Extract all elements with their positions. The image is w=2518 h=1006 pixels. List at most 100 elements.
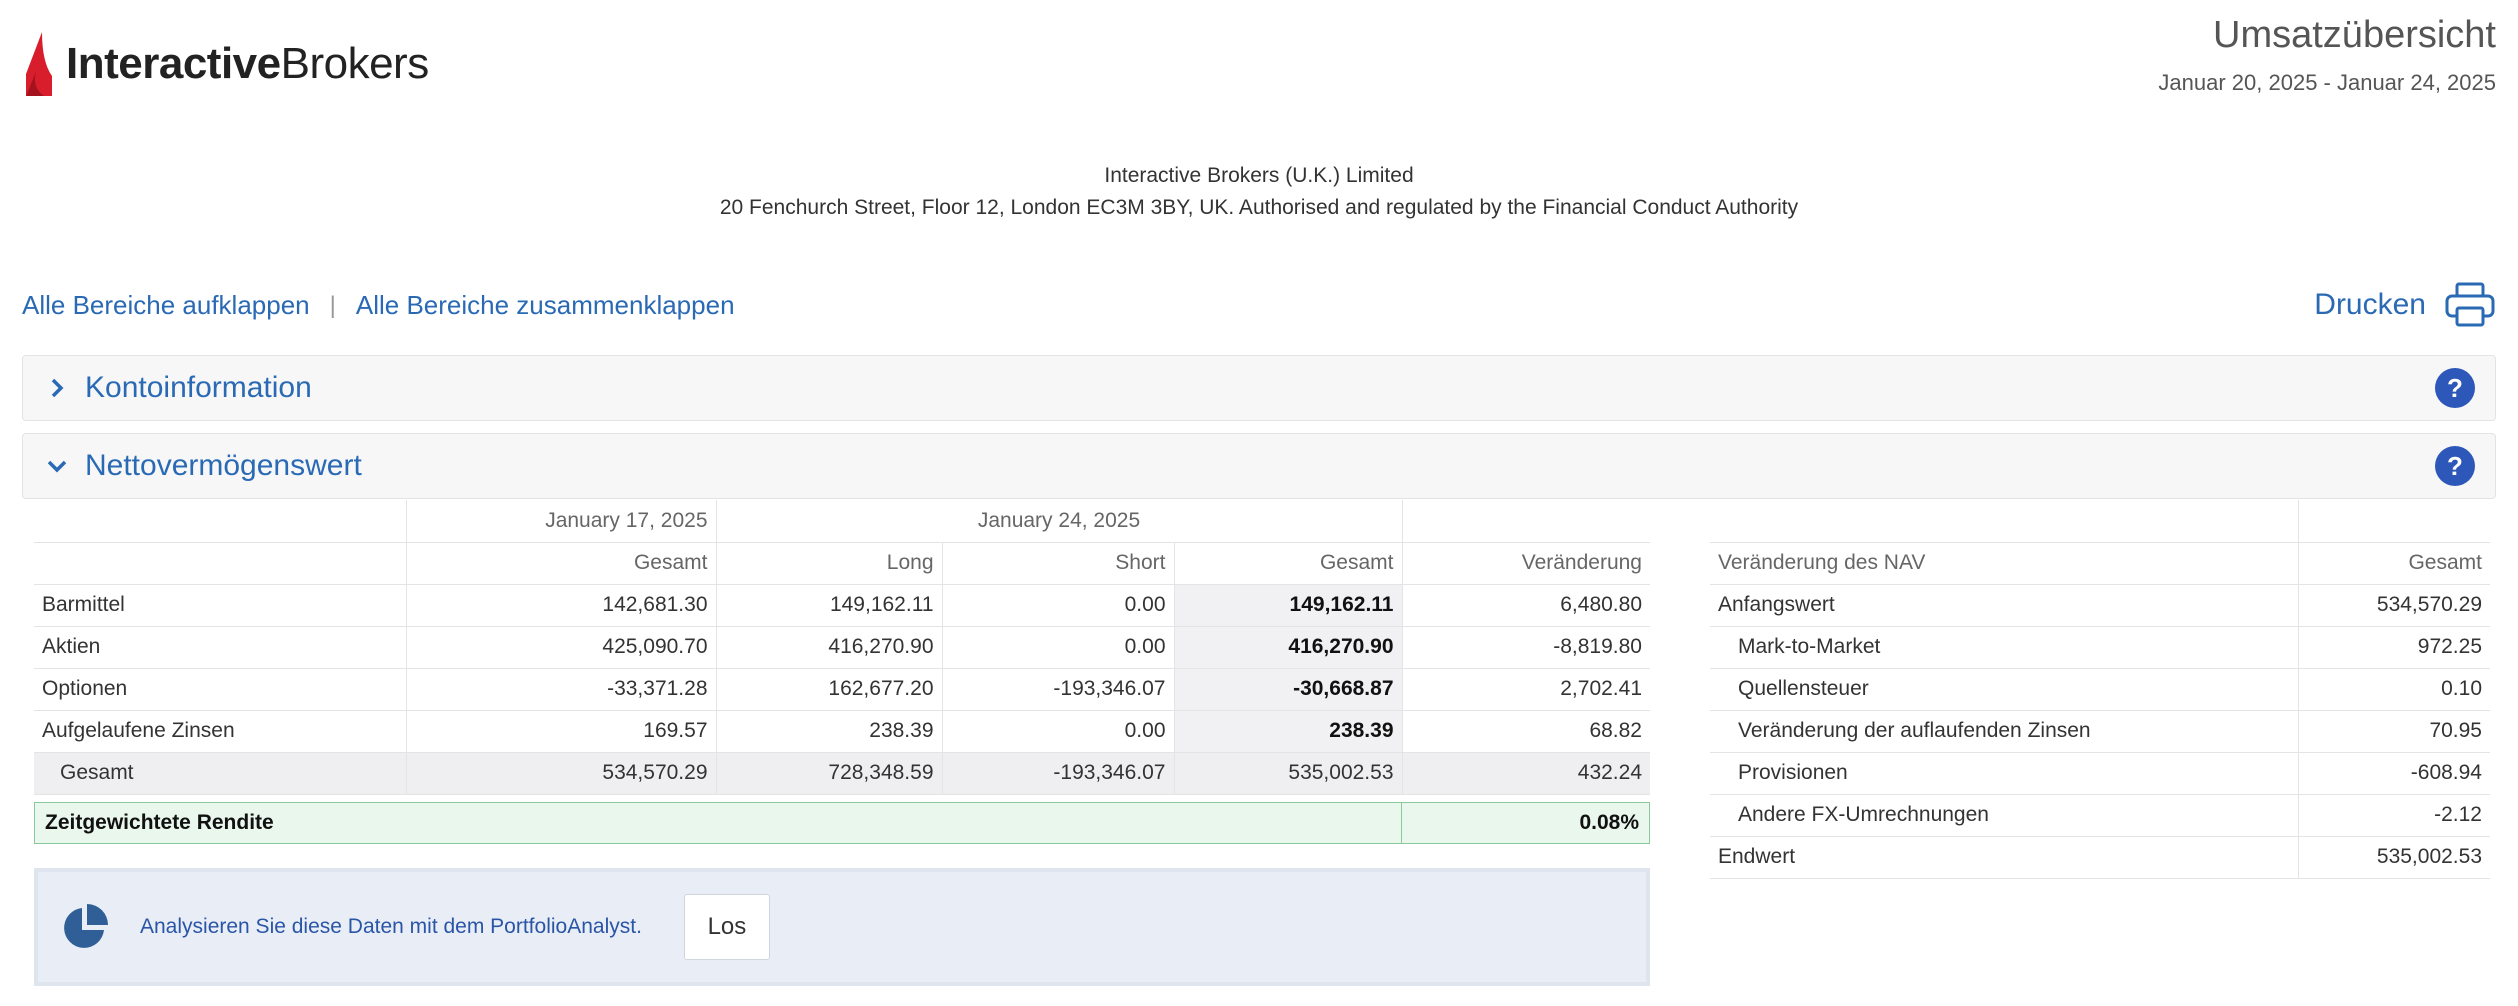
- table-row: Aufgelaufene Zinsen 169.57 238.39 0.00 2…: [34, 710, 1650, 753]
- table-row: Optionen -33,371.28 162,677.20 -193,346.…: [34, 668, 1650, 711]
- cell-long: 728,348.59: [715, 752, 942, 795]
- row-label: Provisionen: [1710, 752, 2298, 795]
- cell-short: -193,346.07: [941, 668, 1174, 711]
- column-header-prev-total: Gesamt: [405, 542, 716, 585]
- help-icon[interactable]: ?: [2435, 446, 2475, 486]
- cell-change: 2,702.41: [1401, 668, 1650, 711]
- cell-long: 238.39: [715, 710, 942, 753]
- flame-logo-icon: [26, 32, 52, 96]
- cell-long: 149,162.11: [715, 584, 942, 627]
- cell-prev-total: 142,681.30: [405, 584, 716, 627]
- nav-table: January 17, 2025 January 24, 2025 Gesamt…: [34, 500, 1650, 795]
- statement-title: Umsatzübersicht: [2213, 14, 2496, 56]
- row-label: Mark-to-Market: [1710, 626, 2298, 669]
- help-icon[interactable]: ?: [2435, 368, 2475, 408]
- cell-short: 0.00: [941, 626, 1174, 669]
- cell-change: 68.82: [1401, 710, 1650, 753]
- link-separator: |: [329, 291, 336, 319]
- table-row: Provisionen -608.94: [1710, 752, 2490, 795]
- print-button[interactable]: Drucken: [2314, 282, 2496, 328]
- twr-value: 0.08%: [1401, 803, 1649, 843]
- cell-total: -30,668.87: [1173, 668, 1402, 711]
- row-label: Andere FX-Umrechnungen: [1710, 794, 2298, 837]
- table-group-header-row: January 17, 2025 January 24, 2025: [34, 500, 1650, 543]
- section-account-information[interactable]: Kontoinformation ?: [22, 355, 2496, 421]
- go-button[interactable]: Los: [683, 894, 770, 960]
- cell-short: 0.00: [941, 710, 1174, 753]
- section-title[interactable]: Kontoinformation: [85, 371, 312, 404]
- row-label: Anfangswert: [1710, 584, 2298, 627]
- twr-label: Zeitgewichtete Rendite: [45, 811, 274, 834]
- row-label: Veränderung der auflaufenden Zinsen: [1710, 710, 2298, 753]
- group-header-prev-date: January 17, 2025: [405, 500, 716, 543]
- statement-date-range: Januar 20, 2025 - Januar 24, 2025: [2158, 70, 2496, 95]
- cell-value: 534,570.29: [2297, 584, 2490, 627]
- table-total-row: Gesamt 534,570.29 728,348.59 -193,346.07…: [34, 752, 1650, 795]
- cell-value: 70.95: [2297, 710, 2490, 753]
- print-label[interactable]: Drucken: [2314, 288, 2426, 321]
- time-weighted-return-row: Zeitgewichtete Rendite 0.08%: [34, 802, 1650, 844]
- printer-icon[interactable]: [2444, 282, 2496, 328]
- expand-all-link[interactable]: Alle Bereiche aufklappen: [22, 290, 310, 320]
- collapse-all-link[interactable]: Alle Bereiche zusammenklappen: [355, 290, 735, 320]
- table-row: Quellensteuer 0.10: [1710, 668, 2490, 711]
- cell-change: -8,819.80: [1401, 626, 1650, 669]
- brand-logo: InteractiveBrokers: [22, 24, 429, 104]
- cell-prev-total: -33,371.28: [405, 668, 716, 711]
- section-net-asset-value[interactable]: Nettovermögenswert ?: [22, 433, 2496, 499]
- cell-change: 6,480.80: [1401, 584, 1650, 627]
- row-label: Aufgelaufene Zinsen: [34, 710, 406, 753]
- cell-prev-total: 425,090.70: [405, 626, 716, 669]
- portfolio-analyst-text: Analysieren Sie diese Daten mit dem Port…: [140, 915, 642, 938]
- cell-total: 535,002.53: [1173, 752, 1402, 795]
- row-label: Gesamt: [34, 752, 406, 795]
- row-label: Barmittel: [34, 584, 406, 627]
- table-row: Veränderung der auflaufenden Zinsen 70.9…: [1710, 710, 2490, 753]
- cell-long: 162,677.20: [715, 668, 942, 711]
- cell-total: 149,162.11: [1173, 584, 1402, 627]
- brand-wordmark: InteractiveBrokers: [66, 39, 429, 89]
- cell-short: -193,346.07: [941, 752, 1174, 795]
- group-header-current-date: January 24, 2025: [715, 500, 1402, 543]
- table-row: Aktien 425,090.70 416,270.90 0.00 416,27…: [34, 626, 1650, 669]
- cell-prev-total: 169.57: [405, 710, 716, 753]
- row-label: Endwert: [1710, 836, 2298, 879]
- cell-total: 416,270.90: [1173, 626, 1402, 669]
- column-header-short: Short: [941, 542, 1174, 585]
- cell-prev-total: 534,570.29: [405, 752, 716, 795]
- table-header-row: Veränderung des NAV Gesamt: [1710, 542, 2490, 585]
- column-header-change: Veränderung: [1401, 542, 1650, 585]
- brand-name-light: Brokers: [280, 39, 430, 88]
- cell-value: -608.94: [2297, 752, 2490, 795]
- table-row: Andere FX-Umrechnungen -2.12: [1710, 794, 2490, 837]
- cell-short: 0.00: [941, 584, 1174, 627]
- table-header-row: Gesamt Long Short Gesamt Veränderung: [34, 542, 1650, 585]
- cell-value: 0.10: [2297, 668, 2490, 711]
- section-title[interactable]: Nettovermögenswert: [85, 449, 362, 482]
- column-header-total: Gesamt: [2297, 542, 2490, 585]
- cell-long: 416,270.90: [715, 626, 942, 669]
- cell-total: 238.39: [1173, 710, 1402, 753]
- table-row: Endwert 535,002.53: [1710, 836, 2490, 879]
- cell-value: 535,002.53: [2297, 836, 2490, 879]
- row-label: Aktien: [34, 626, 406, 669]
- cell-change: 432.24: [1401, 752, 1650, 795]
- broker-address: 20 Fenchurch Street, Floor 12, London EC…: [719, 196, 1799, 219]
- table-row: Barmittel 142,681.30 149,162.11 0.00 149…: [34, 584, 1650, 627]
- portfolio-analyst-banner: Analysieren Sie diese Daten mit dem Port…: [34, 868, 1650, 986]
- broker-name: Interactive Brokers (U.K.) Limited: [1104, 164, 1414, 187]
- brand-name-bold: Interactive: [66, 39, 281, 88]
- table-row: Anfangswert 534,570.29: [1710, 584, 2490, 627]
- column-header-label: Veränderung des NAV: [1710, 542, 2298, 585]
- row-label: Optionen: [34, 668, 406, 711]
- pie-chart-icon: [64, 904, 108, 948]
- nav-change-table: Veränderung des NAV Gesamt Anfangswert 5…: [1710, 500, 2490, 879]
- chevron-down-icon[interactable]: [45, 454, 69, 478]
- column-header-long: Long: [715, 542, 942, 585]
- column-header-total: Gesamt: [1173, 542, 1402, 585]
- cell-value: 972.25: [2297, 626, 2490, 669]
- table-row: Mark-to-Market 972.25: [1710, 626, 2490, 669]
- chevron-right-icon[interactable]: [45, 376, 69, 400]
- section-toggle-links: Alle Bereiche aufklappen | Alle Bereiche…: [22, 290, 735, 321]
- row-label: Quellensteuer: [1710, 668, 2298, 711]
